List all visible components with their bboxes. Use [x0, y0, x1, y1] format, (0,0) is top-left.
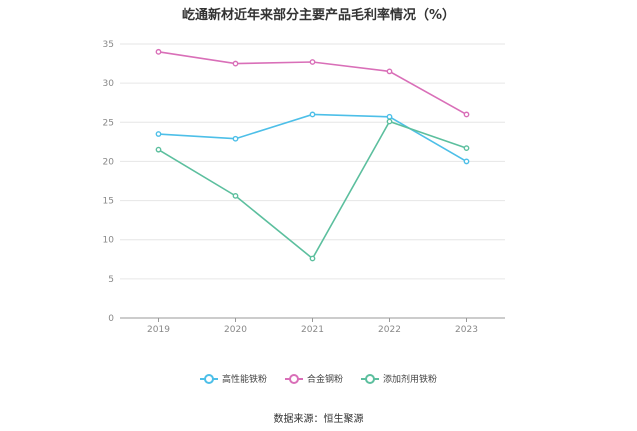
data-point[interactable]	[232, 60, 239, 67]
legend: 高性能铁粉 合金钢粉 添加剂用铁粉	[0, 372, 637, 385]
legend-item[interactable]: 合金钢粉	[284, 372, 343, 385]
data-point[interactable]	[386, 68, 393, 75]
y-tick-label: 25	[103, 118, 114, 128]
data-point[interactable]	[155, 146, 162, 153]
x-tick-label: 2019	[147, 325, 170, 335]
y-tick-label: 10	[103, 236, 115, 246]
y-tick-label: 5	[108, 275, 114, 285]
data-point[interactable]	[155, 48, 162, 55]
data-point[interactable]	[309, 111, 316, 118]
data-point[interactable]	[155, 131, 162, 137]
grid-lines	[120, 43, 505, 280]
data-source: 数据来源：恒生聚源	[273, 414, 364, 425]
legend-marker-icon	[199, 373, 218, 384]
data-point[interactable]	[386, 113, 393, 120]
legend-marker-icon	[284, 373, 303, 384]
y-tick-label: 35	[103, 40, 114, 50]
x-tick-label: 2022	[378, 325, 401, 335]
x-tick-label: 2023	[455, 325, 478, 335]
legend-item[interactable]: 高性能铁粉	[199, 372, 267, 385]
legend-marker-icon	[361, 373, 379, 384]
legend-label: 添加剂用铁粉	[383, 375, 438, 385]
data-point[interactable]	[386, 118, 393, 125]
x-tick-label: 2020	[224, 325, 247, 335]
legend-label: 高性能铁粉	[221, 375, 267, 385]
data-point[interactable]	[463, 145, 470, 152]
y-tick-label: 20	[103, 157, 115, 167]
y-tick-label: 30	[103, 79, 115, 89]
y-tick-label: 15	[103, 197, 114, 207]
x-axis: 2019 2020 2021 2022 2023	[120, 317, 505, 335]
data-point[interactable]	[309, 59, 316, 65]
series-line-0	[158, 113, 467, 163]
y-axis-ticks: 0 5 10 15 20 25 30 35	[103, 40, 115, 324]
series-line-2	[158, 120, 467, 260]
y-tick-label: 0	[108, 314, 114, 324]
legend-item[interactable]: 添加剂用铁粉	[361, 372, 437, 385]
legend-label: 合金钢粉	[306, 375, 343, 385]
data-point[interactable]	[309, 255, 316, 262]
chart-title: 屹通新材近年来部分主要产品毛利率情况（%）	[181, 8, 456, 23]
data-point[interactable]	[463, 158, 470, 165]
data-point[interactable]	[232, 135, 239, 142]
x-tick-label: 2021	[301, 325, 324, 335]
series-lines	[155, 48, 470, 262]
data-point[interactable]	[232, 192, 239, 199]
data-point[interactable]	[463, 111, 470, 118]
